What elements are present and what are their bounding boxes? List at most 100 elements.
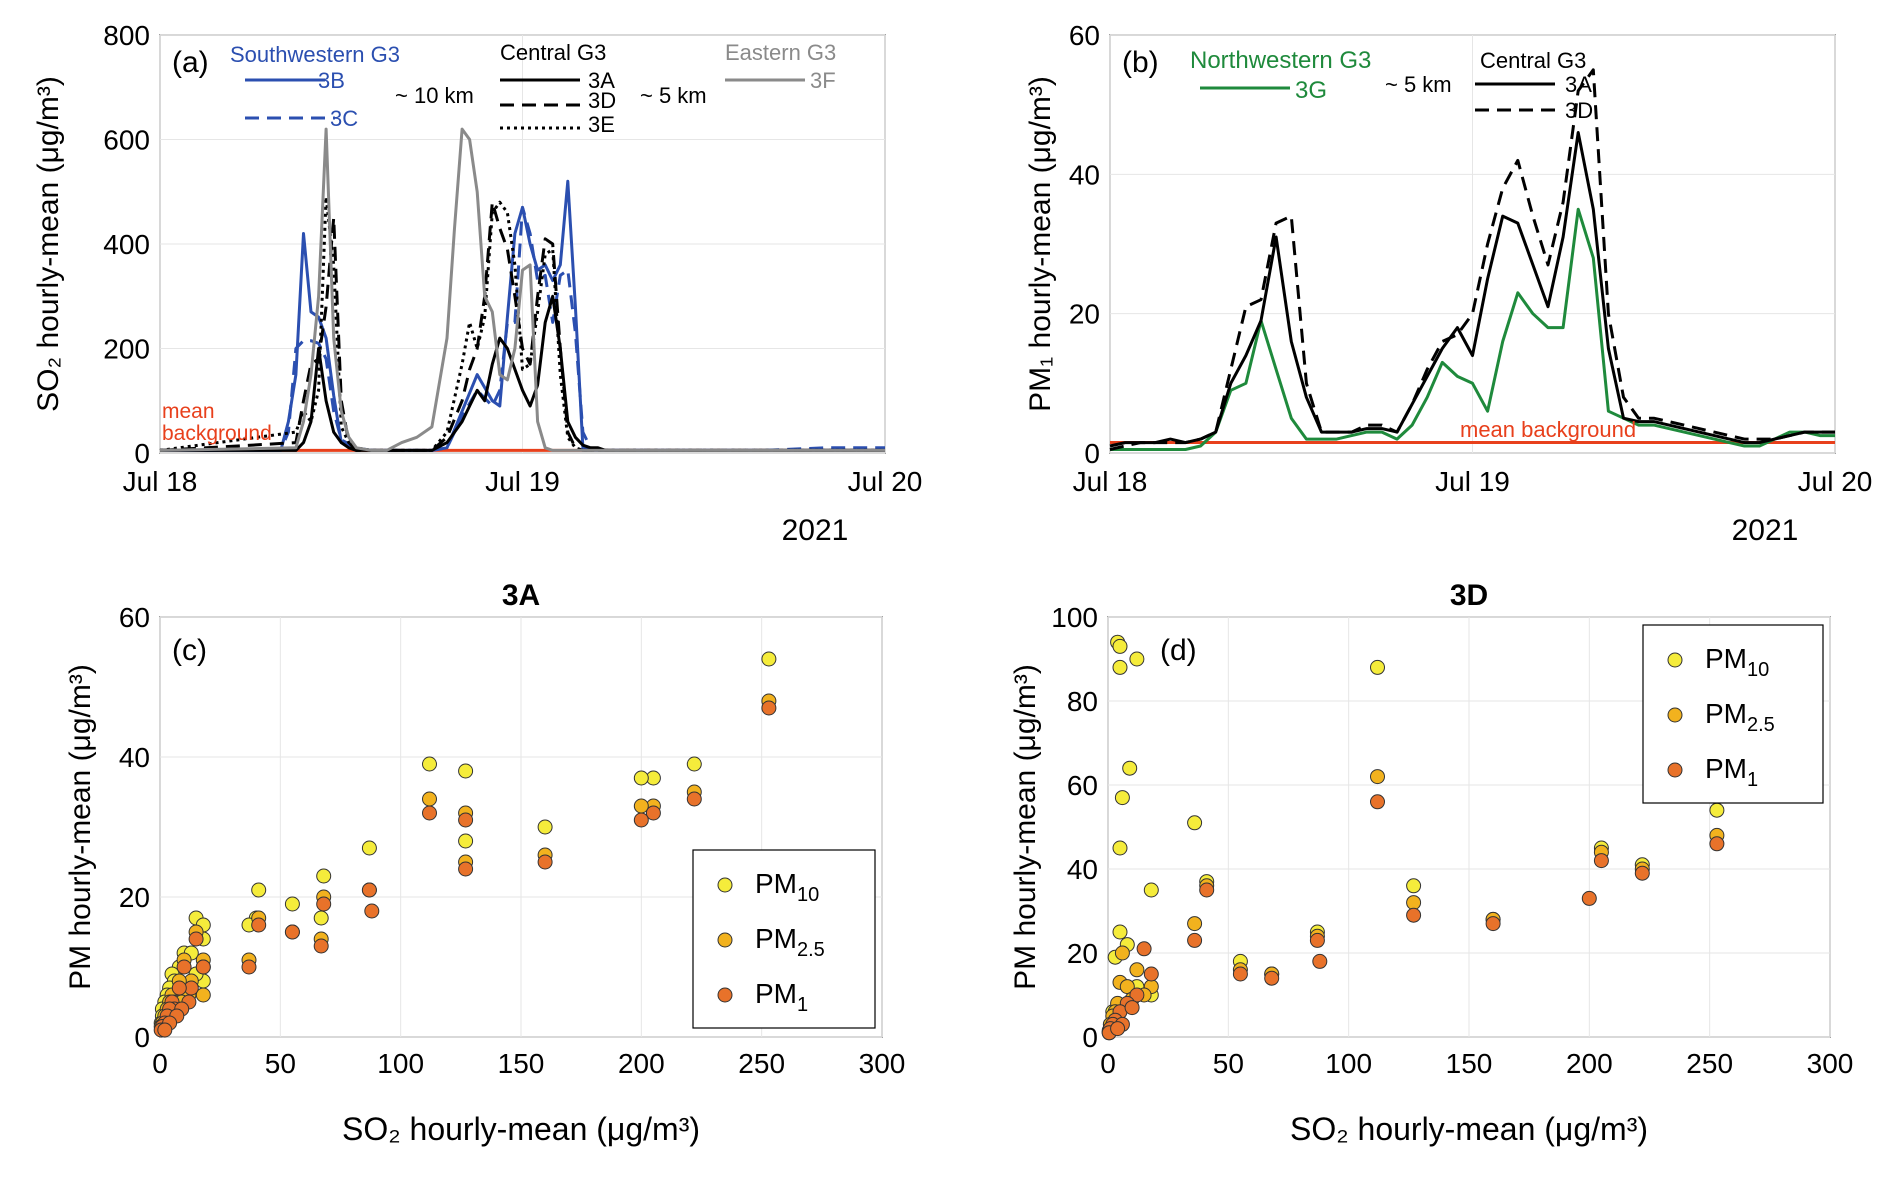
legend-marker (717, 987, 733, 1003)
scatter-point-PM1 (195, 959, 211, 975)
y-tick-label: 0 (134, 438, 150, 469)
panel-b-group-central: Central G3 (1480, 48, 1586, 73)
scatter-point-PM10 (1112, 659, 1128, 675)
scatter-point-PM1 (1406, 907, 1422, 923)
scatter-point-PM1 (1124, 1000, 1140, 1016)
y-tick-label: 40 (1067, 854, 1098, 885)
scatter-point-PM1 (422, 805, 437, 821)
y-tick-label: 100 (1051, 602, 1098, 633)
scatter-point-PM10 (458, 763, 474, 779)
y-tick-label: 600 (103, 125, 150, 156)
panel-d-title: 3D (1450, 579, 1488, 612)
panel-a-background-label: mean background (162, 400, 272, 445)
scatter-point-PM10 (1114, 790, 1130, 806)
panel-a-key-3E-label: 3E (588, 112, 615, 137)
y-tick-label: 60 (1067, 770, 1098, 801)
series-line-3F (159, 127, 885, 452)
panel-a-so2-timeseries: 0 200 400 600 800 Jul 18 Jul 19 Jul 20 2021 SO… (32, 20, 922, 547)
scatter-point-PM1 (633, 812, 649, 828)
x-tick-label: 150 (1446, 1048, 1493, 1079)
scatter-point-PM10 (1370, 659, 1385, 675)
scatter-point-PM10 (422, 756, 437, 772)
scatter-point-PM1 (761, 700, 777, 716)
scatter-point-PM10 (1143, 882, 1159, 898)
y-tick-label: 20 (1069, 299, 1100, 330)
scatter-point-PM1 (1110, 1021, 1126, 1037)
x-tick-label: 50 (1213, 1048, 1244, 1079)
panel-b-label: (b) (1122, 46, 1159, 79)
panel-a-y-axis-label: SO₂ hourly-mean (μg/m³) (32, 76, 65, 412)
panel-a-key-3C-label: 3C (330, 106, 358, 131)
panel-a-key-3B-label: 3B (318, 68, 345, 93)
scatter-point-PM1 (171, 980, 187, 996)
y-tick-label: 40 (1069, 159, 1100, 190)
x-tick-label: 200 (1566, 1048, 1613, 1079)
scatter-point-PM2.5 (633, 798, 649, 814)
series-line-3G (1110, 207, 1835, 451)
scatter-point-PM10 (251, 882, 267, 898)
x-tick-label: 250 (1686, 1048, 1733, 1079)
scatter-point-PM10 (284, 896, 300, 912)
scatter-point-PM10 (316, 868, 332, 884)
scatter-point-PM1 (1370, 794, 1385, 810)
scatter-point-PM10 (313, 910, 329, 926)
scatter-point-PM1 (1593, 853, 1609, 869)
x-tick-label: Jul 18 (1073, 466, 1148, 497)
panel-a-distance-5km: ~ 5 km (640, 83, 707, 108)
x-tick-label: 250 (738, 1048, 785, 1079)
panel-b-key-3D-label: 3D (1565, 98, 1593, 123)
scatter-point-PM1 (458, 812, 474, 828)
scatter-point-PM10 (761, 651, 777, 667)
scatter-point-PM1 (537, 854, 553, 870)
scatter-point-PM2.5 (422, 791, 437, 807)
y-tick-label: 200 (103, 334, 150, 365)
scatter-point-PM1 (284, 924, 300, 940)
scatter-point-PM2.5 (1187, 916, 1203, 932)
scatter-point-PM1 (645, 805, 661, 821)
x-tick-label: 300 (1807, 1048, 1854, 1079)
legend-marker (1667, 762, 1683, 778)
y-tick-label: 0 (134, 1022, 150, 1053)
scatter-point-PM10 (1122, 760, 1138, 776)
scatter-point-PM1 (1485, 916, 1501, 932)
panel-a-y-ticks: 0 200 400 600 800 (103, 20, 150, 469)
panel-d-series (1101, 634, 1725, 1041)
panel-d-legend: PM10 PM2.5 PM1 (1642, 624, 1824, 804)
panel-c-scatter-3A: 0 20 40 60 0 50 100 150 200 250 300 3A SO₂ hourly… (64, 579, 905, 1147)
x-tick-label: 50 (265, 1048, 296, 1079)
scatter-point-PM2.5 (1370, 769, 1385, 785)
y-tick-label: 60 (119, 602, 150, 633)
legend-label: PM1 (755, 978, 808, 1016)
panel-a-series (159, 127, 885, 452)
scatter-point-PM10 (1112, 638, 1128, 654)
scatter-point-PM1 (1187, 932, 1203, 948)
scatter-point-PM1 (1232, 966, 1248, 982)
scatter-point-PM1 (316, 896, 332, 912)
panel-a-year-label: 2021 (782, 514, 849, 547)
x-tick-label: 150 (498, 1048, 545, 1079)
scatter-point-PM10 (686, 756, 702, 772)
x-tick-label: Jul 19 (1435, 466, 1510, 497)
legend-marker (1667, 652, 1683, 668)
panel-b-year-label: 2021 (1732, 514, 1799, 547)
scatter-point-PM1 (1136, 941, 1152, 957)
panel-c-y-ticks: 0 20 40 60 (119, 602, 150, 1053)
series-line-3D (1109, 68, 1835, 451)
panel-b-y-ticks: 0 20 40 60 (1069, 20, 1100, 469)
scatter-point-PM1 (1199, 882, 1215, 898)
panel-c-y-axis-label: PM hourly-mean (μg/m³) (64, 664, 97, 990)
scatter-point-PM1 (1312, 953, 1328, 969)
legend-marker (1667, 707, 1683, 723)
scatter-point-PM1 (176, 959, 192, 975)
scatter-point-PM1 (1264, 970, 1280, 986)
scatter-point-PM1 (1581, 890, 1597, 906)
x-tick-label: 300 (859, 1048, 906, 1079)
scatter-point-PM10 (1187, 815, 1203, 831)
x-tick-label: 0 (152, 1048, 168, 1079)
scatter-point-PM10 (1129, 651, 1145, 667)
panel-a-key-3D-label: 3D (588, 88, 616, 113)
scatter-point-PM1 (458, 861, 474, 877)
x-tick-label: Jul 19 (485, 466, 560, 497)
panel-b-series (1109, 68, 1835, 451)
